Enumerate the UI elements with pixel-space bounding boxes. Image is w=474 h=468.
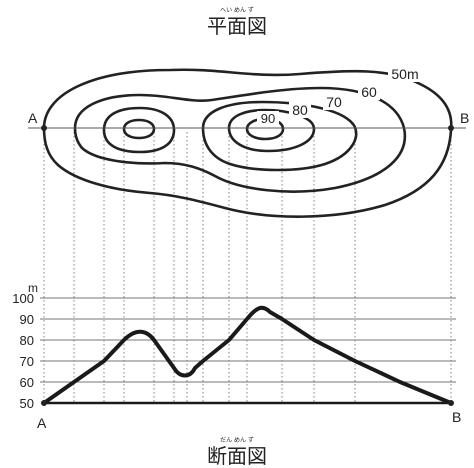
contour-label-70: 70 <box>326 94 342 110</box>
drop-lines <box>43 128 452 402</box>
contour-50m <box>42 68 453 218</box>
cross-section-profile <box>42 305 453 405</box>
plan-point-a-label: A <box>28 110 38 126</box>
contour-90 <box>245 117 285 141</box>
section-title: 断面図 <box>207 444 267 468</box>
contour-70-west <box>102 106 176 154</box>
contour-label-group: 50m 60 70 80 90 <box>257 64 422 126</box>
tick-label-60: 60 <box>20 375 34 390</box>
section-point-a-marker <box>41 400 47 406</box>
tick-label-100: 100 <box>12 291 34 306</box>
contour-label-50m: 50m <box>391 66 418 82</box>
section-point-a-label: A <box>37 415 47 431</box>
plan-point-a-marker <box>41 125 47 131</box>
section-point-b-label: B <box>452 409 461 425</box>
contour-80 <box>227 108 316 153</box>
tick-label-80: 80 <box>20 333 34 348</box>
section-tick-labels: 100 90 80 70 60 50 <box>12 291 34 411</box>
plan-title: 平面図 <box>207 14 267 38</box>
contour-70 <box>201 100 358 172</box>
section-gridlines <box>40 297 456 383</box>
tick-label-90: 90 <box>20 312 34 327</box>
contour-lines <box>42 68 453 218</box>
contour-label-80: 80 <box>292 102 308 118</box>
tick-label-70: 70 <box>20 354 34 369</box>
plan-point-b-marker <box>448 125 454 131</box>
tick-label-50: 50 <box>20 396 34 411</box>
contour-label-90: 90 <box>261 111 275 126</box>
contour-60 <box>73 86 407 193</box>
contour-label-60: 60 <box>361 84 377 100</box>
plan-point-b-label: B <box>460 110 469 126</box>
contour-80-west <box>122 118 156 140</box>
section-ruby: だん めん ず <box>220 436 254 444</box>
section-point-b-marker <box>448 400 454 406</box>
plan-ruby: へい めん ず <box>220 6 254 14</box>
section-unit: m <box>28 281 38 295</box>
